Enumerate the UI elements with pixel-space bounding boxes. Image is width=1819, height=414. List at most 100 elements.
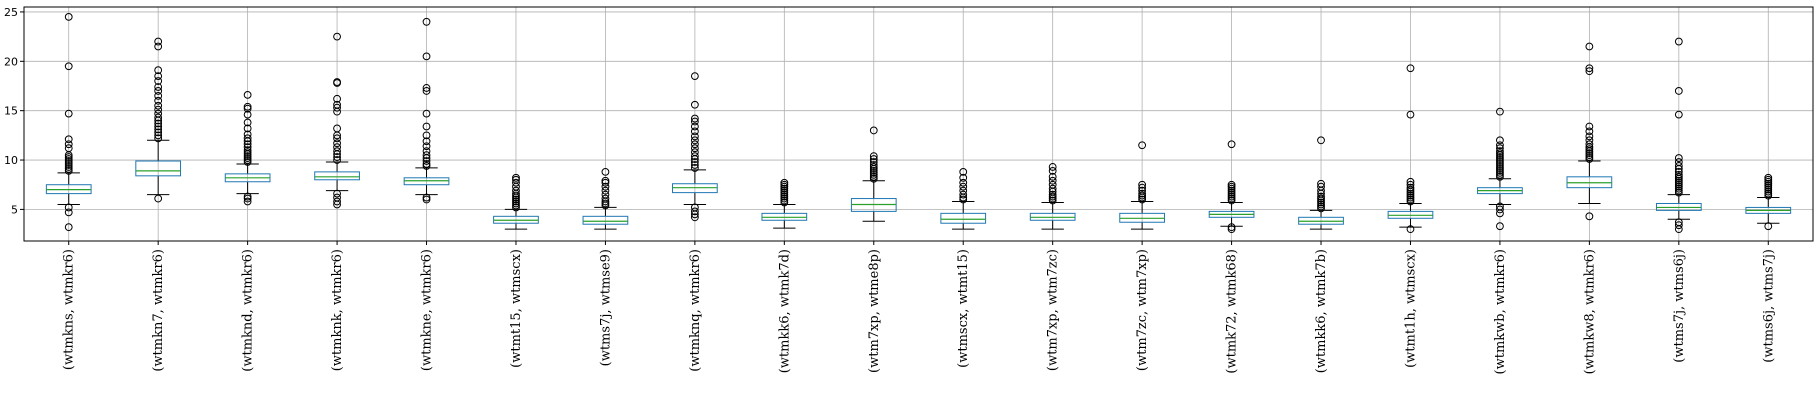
x-tick-label: (wtm7xp, wtme8p) <box>867 249 882 373</box>
outlier-point <box>1496 155 1504 163</box>
outlier-point <box>1317 198 1325 207</box>
outlier-point <box>1138 189 1147 198</box>
outlier-point <box>601 167 610 176</box>
outlier-point <box>1048 176 1057 185</box>
outlier-point <box>64 155 73 163</box>
outlier-point <box>1496 170 1504 179</box>
outlier-point <box>690 158 699 166</box>
x-tick-label: (wtm7xp, wtm7zc) <box>1046 249 1061 371</box>
outlier-point <box>1048 166 1057 175</box>
outlier-point <box>1764 175 1773 184</box>
outlier-point <box>243 134 252 143</box>
outlier-point <box>422 137 431 146</box>
outlier-point <box>243 104 252 113</box>
y-tick-label: 5 <box>11 203 18 216</box>
outlier-point <box>154 101 163 110</box>
outlier-point <box>154 91 163 100</box>
outlier-point <box>422 193 431 202</box>
outlier-point <box>1496 159 1504 167</box>
outlier-point <box>1317 202 1325 211</box>
x-tick-label: (wtmt1h, wtmscx) <box>1403 249 1418 368</box>
outlier-point <box>1764 181 1773 190</box>
y-tick-label: 15 <box>4 105 18 118</box>
outlier-point <box>1674 176 1683 185</box>
outlier-point <box>780 178 789 187</box>
outlier-point <box>512 173 520 182</box>
outlier-point <box>64 12 73 21</box>
outlier-point <box>690 114 699 123</box>
outlier-point <box>780 184 789 193</box>
x-tick-label: (wtmkns, wtmkr6) <box>62 249 77 370</box>
outlier-point <box>243 124 252 133</box>
outlier-point <box>1585 145 1594 154</box>
outlier-point <box>1317 136 1325 145</box>
box-item <box>672 72 718 222</box>
outlier-point <box>1406 177 1415 186</box>
outlier-point <box>64 135 73 144</box>
outlier-point <box>333 100 341 109</box>
outlier-point <box>869 126 878 135</box>
outlier-point <box>690 122 699 131</box>
outlier-point <box>243 148 252 157</box>
outlier-point <box>869 168 878 177</box>
outlier-point <box>1496 166 1504 175</box>
outlier-point <box>243 90 252 99</box>
outlier-point <box>1138 186 1147 195</box>
outlier-point <box>512 195 520 204</box>
outlier-point <box>1138 191 1147 200</box>
outlier-point <box>601 190 610 199</box>
outlier-point <box>690 100 699 109</box>
box-item <box>493 173 539 230</box>
x-tick-label: (wtmkk6, wtmk7b) <box>1314 249 1329 373</box>
outlier-point <box>422 151 431 160</box>
outlier-point <box>1585 140 1594 149</box>
outlier-point <box>780 198 789 207</box>
outlier-point <box>154 42 163 51</box>
outlier-point <box>512 186 520 195</box>
outlier-point <box>422 84 431 92</box>
outlier-point <box>1496 168 1504 177</box>
x-tick-label: (wtm7zc, wtm7xp) <box>1135 249 1150 371</box>
outlier-point <box>333 32 341 41</box>
outlier-point <box>1496 163 1504 171</box>
outlier-point <box>154 72 163 81</box>
y-tick-label: 25 <box>4 6 18 19</box>
x-tick-label: (wtmknq, wtmkr6) <box>688 249 703 372</box>
outlier-point <box>64 140 73 149</box>
outlier-point <box>869 163 878 171</box>
outlier-point <box>422 52 431 61</box>
outlier-point <box>243 194 252 203</box>
outlier-point <box>64 163 73 171</box>
outlier-point <box>1048 184 1057 193</box>
outlier-point <box>154 109 163 118</box>
outlier-point <box>154 87 163 95</box>
outlier-point <box>1496 149 1504 158</box>
outlier-point <box>1585 155 1594 163</box>
outlier-point <box>154 134 163 143</box>
box-item <box>1119 141 1165 230</box>
x-tick-label: (wtmt15, wtmscx) <box>509 249 524 368</box>
outlier-point <box>601 186 610 195</box>
outlier-point <box>512 199 520 208</box>
box-item <box>940 167 987 230</box>
outlier-point <box>1406 180 1415 189</box>
x-tick-label: (wtms6j, wtms7j) <box>1761 249 1776 363</box>
outlier-point <box>243 102 252 111</box>
outlier-point <box>1585 149 1594 158</box>
outlier-point <box>1227 188 1236 197</box>
outlier-point <box>1585 122 1594 131</box>
plot-area-frame <box>23 6 1814 242</box>
outlier-point <box>1764 183 1773 192</box>
outlier-point <box>1585 64 1594 73</box>
outlier-point <box>333 193 341 202</box>
outlier-point <box>1764 189 1773 198</box>
outlier-point <box>1227 186 1236 195</box>
box-item <box>1745 173 1792 231</box>
outlier-point <box>333 78 341 86</box>
outlier-point <box>690 164 699 172</box>
outlier-point <box>1674 218 1683 227</box>
box-item <box>1029 163 1076 230</box>
outlier-point <box>959 186 968 195</box>
outlier-point <box>959 182 968 191</box>
